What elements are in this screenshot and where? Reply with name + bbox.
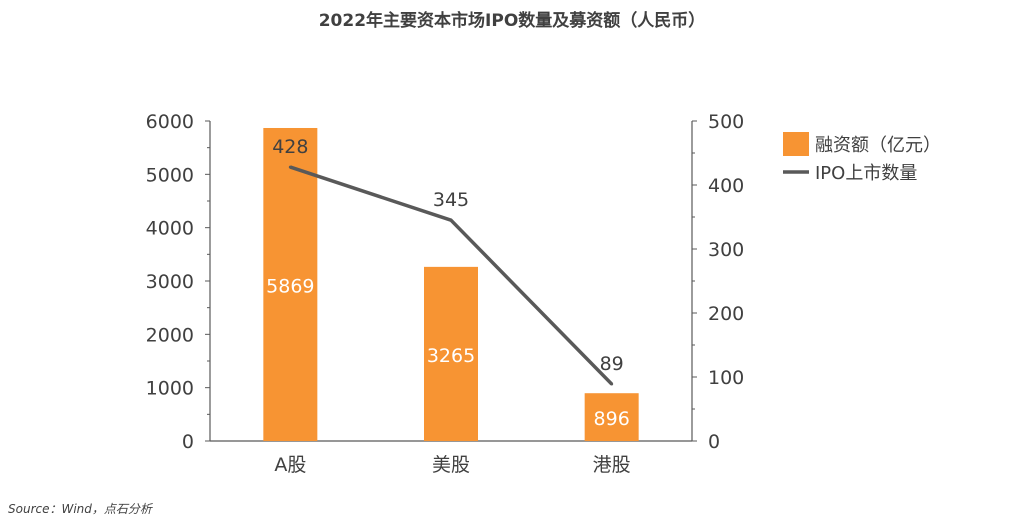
legend-label-line: IPO上市数量 bbox=[815, 163, 917, 184]
legend-label-bar: 融资额（亿元） bbox=[815, 135, 941, 156]
y-left-tick-label: 4000 bbox=[146, 218, 194, 240]
line-data-label: 428 bbox=[272, 136, 308, 158]
x-tick-label: A股 bbox=[274, 454, 306, 476]
bar-data-label: 5869 bbox=[266, 275, 314, 297]
bar bbox=[263, 127, 318, 441]
line-point bbox=[449, 218, 453, 222]
source-note: Source：Wind，点石分析 bbox=[8, 502, 152, 516]
axes: 0 1000 2000 3000 4000 5000 6000 0 100 200 300 400 50… bbox=[146, 111, 745, 476]
bar bbox=[424, 266, 478, 441]
bars: 5869 3265 896 bbox=[263, 127, 639, 441]
y-left-tick-label: 1000 bbox=[146, 378, 194, 400]
y-right-tick-label: 500 bbox=[708, 111, 744, 133]
line-point bbox=[610, 382, 614, 386]
y-left-tick-label: 0 bbox=[182, 431, 194, 453]
y-left-tick-label: 6000 bbox=[146, 111, 194, 133]
chart-title: 2022年主要资本市场IPO数量及募资额（人民币） bbox=[318, 11, 706, 31]
legend-swatch-bar bbox=[783, 132, 809, 156]
y-left-tick-label: 5000 bbox=[146, 164, 194, 186]
y-right-tick-label: 200 bbox=[708, 303, 744, 325]
legend: 融资额（亿元） IPO上市数量 bbox=[783, 132, 941, 184]
x-tick-label: 港股 bbox=[593, 454, 631, 476]
y-right-tick-label: 0 bbox=[708, 431, 720, 453]
y-right-tick-label: 100 bbox=[708, 367, 744, 389]
bar-data-label: 3265 bbox=[427, 345, 475, 367]
y-left-tick-label: 3000 bbox=[146, 271, 194, 293]
x-tick-label: 美股 bbox=[432, 454, 470, 476]
y-right-tick-label: 300 bbox=[708, 239, 744, 261]
line-data-label: 89 bbox=[600, 353, 624, 375]
line-series: 428 345 89 bbox=[272, 136, 624, 386]
y-left-tick-label: 2000 bbox=[146, 324, 194, 346]
bar bbox=[584, 393, 639, 441]
line-data-label: 345 bbox=[433, 189, 469, 211]
bar-data-label: 896 bbox=[594, 408, 630, 430]
line-point bbox=[288, 165, 292, 169]
y-right-tick-label: 400 bbox=[708, 175, 744, 197]
